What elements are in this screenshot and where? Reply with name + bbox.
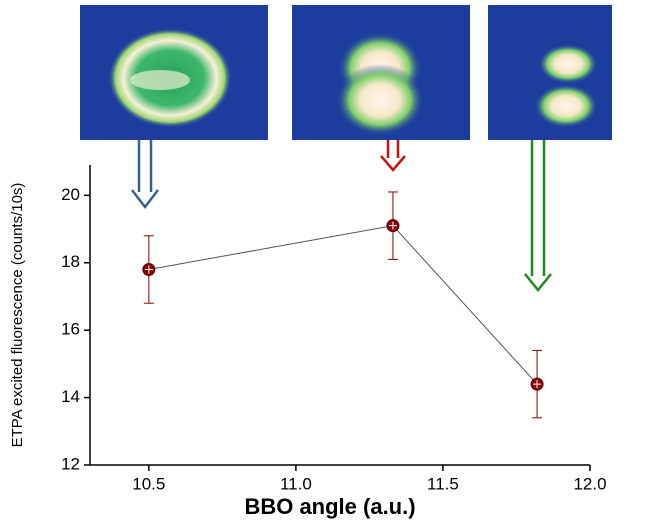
y-tick-label: 18 [61,252,80,271]
arrow [131,140,159,210]
x-tick-label: 11.5 [427,474,459,493]
point-cross [533,380,542,389]
data-line [148,225,538,385]
beam-spot [538,44,598,84]
x-tick-label: 11.0 [280,474,312,493]
y-axis-label: ETPA excited fluorescence (counts/10s) [9,183,26,448]
x-tick-label: 10.5 [132,474,165,493]
arrow [524,140,552,292]
arrows [131,140,552,292]
point-cross [144,265,153,274]
x-axis-label: BBO angle (a.u.) [244,494,415,519]
beam-spot [130,70,190,90]
y-tick-label: 12 [61,454,80,473]
x-tick-label: 12.0 [573,474,606,493]
point-cross [388,221,397,230]
beam-spot [534,84,598,128]
y-tick-label: 14 [61,387,80,406]
beam-spot [336,64,424,136]
beam-images [80,5,612,140]
y-tick-label: 16 [61,320,80,339]
arrow [380,140,406,172]
y-tick-label: 20 [61,185,80,204]
